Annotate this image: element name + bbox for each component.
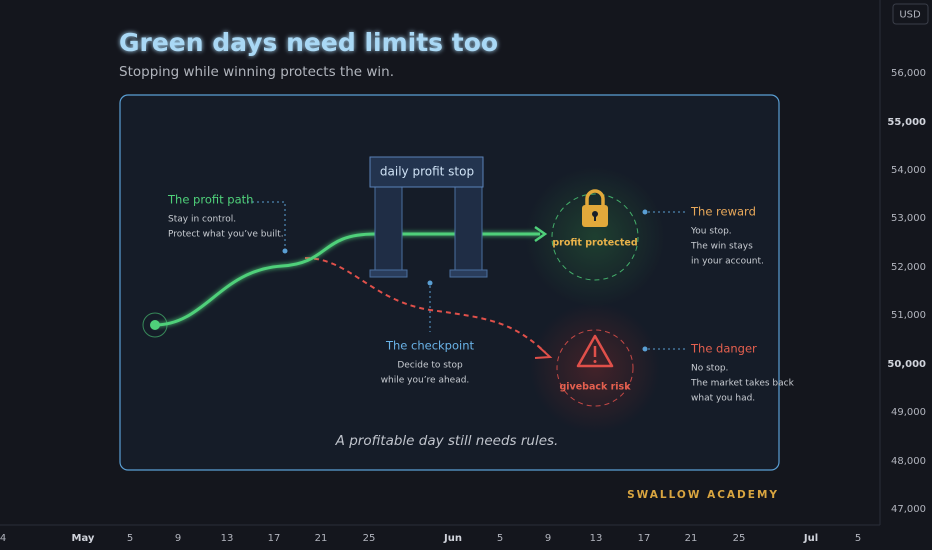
lock-shackle	[585, 189, 605, 206]
pillar	[374, 186, 403, 276]
price-label: 50,000	[887, 359, 926, 370]
giveback-path	[304, 257, 546, 353]
time-label: 13	[590, 533, 603, 544]
profit-path-title: The profit path	[167, 193, 253, 207]
footer-note: A profitable day still needs rules.	[335, 433, 559, 449]
start-dot	[150, 320, 160, 330]
price-label: 55,000	[887, 117, 926, 128]
start-ring	[142, 312, 168, 338]
reward-ring	[551, 193, 639, 281]
danger-ring	[556, 329, 634, 407]
connector-dot	[642, 209, 648, 215]
price-label: 51,000	[891, 310, 926, 321]
warning-icon	[576, 334, 614, 368]
panel	[119, 94, 780, 471]
danger-glow	[530, 303, 660, 433]
gate: daily profit stop	[369, 156, 488, 278]
arrow-head	[534, 345, 553, 359]
reward-glow	[525, 167, 665, 307]
reward-badge: profit protected	[552, 238, 637, 249]
currency-box[interactable]	[892, 3, 929, 25]
reward-line: The win stays	[690, 242, 753, 252]
reward-title: The reward	[690, 205, 756, 219]
time-label: 5	[127, 533, 133, 544]
connector	[247, 201, 286, 250]
danger-badge: giveback risk	[559, 382, 631, 393]
price-label: 48,000	[891, 456, 926, 467]
price-label: 54,000	[891, 165, 926, 176]
pillar-base	[369, 269, 408, 278]
price-label: 52,000	[891, 262, 926, 273]
danger-line: what you had.	[691, 394, 755, 404]
time-label: 5	[855, 533, 861, 544]
price-axis: 56,000 55,000 54,000 53,000 52,000 51,00…	[887, 68, 926, 515]
gate-sign	[369, 156, 484, 188]
time-label: 17	[268, 533, 281, 544]
profit-path-line: Protect what you’ve built.	[168, 230, 284, 240]
time-label: 17	[638, 533, 651, 544]
time-label: 13	[221, 533, 234, 544]
connector-dot	[427, 280, 433, 286]
reward-line: You stop.	[690, 227, 732, 237]
price-label: 53,000	[891, 213, 926, 224]
checkpoint-line: Decide to stop	[397, 361, 463, 371]
time-label: 21	[315, 533, 328, 544]
time-label: 25	[363, 533, 376, 544]
gate-label: daily profit stop	[380, 165, 474, 179]
subtitle: Stopping while winning protects the win.	[119, 64, 394, 80]
arrow-head	[534, 225, 548, 243]
checkpoint-line: while you’re ahead.	[381, 376, 470, 386]
danger-line: No stop.	[691, 364, 728, 374]
time-label: 5	[497, 533, 503, 544]
danger-title: The danger	[690, 342, 757, 356]
price-label: 49,000	[891, 407, 926, 418]
warning-dot	[593, 360, 597, 363]
time-label: 25	[733, 533, 746, 544]
profit-path	[154, 232, 540, 327]
connector-dot	[282, 248, 288, 254]
time-label: Jul	[803, 533, 818, 544]
lock-hole	[592, 211, 598, 217]
title: Green days need limits too	[119, 28, 498, 57]
time-label: Jun	[443, 533, 462, 544]
price-label: 47,000	[891, 504, 926, 515]
time-label: May	[72, 533, 95, 544]
danger-line: The market takes back	[690, 379, 795, 389]
pillar	[454, 186, 483, 276]
brand: SWALLOW ACADEMY	[627, 489, 779, 501]
currency[interactable]: USD	[899, 10, 921, 21]
time-label: 9	[175, 533, 181, 544]
time-label: 9	[545, 533, 551, 544]
reward-line: in your account.	[691, 257, 764, 267]
pillar-base	[449, 269, 488, 278]
lock-hole	[594, 215, 596, 221]
time-axis: 4 May 5 9 13 17 21 25 Jun 5 9 13 17 21 2…	[0, 533, 861, 544]
price-label: 56,000	[891, 68, 926, 79]
checkpoint-title: The checkpoint	[385, 339, 475, 353]
profit-path-line: Stay in control.	[168, 215, 236, 225]
time-label: 4	[0, 533, 6, 544]
connector-dot	[642, 346, 648, 352]
time-label: 21	[685, 533, 698, 544]
